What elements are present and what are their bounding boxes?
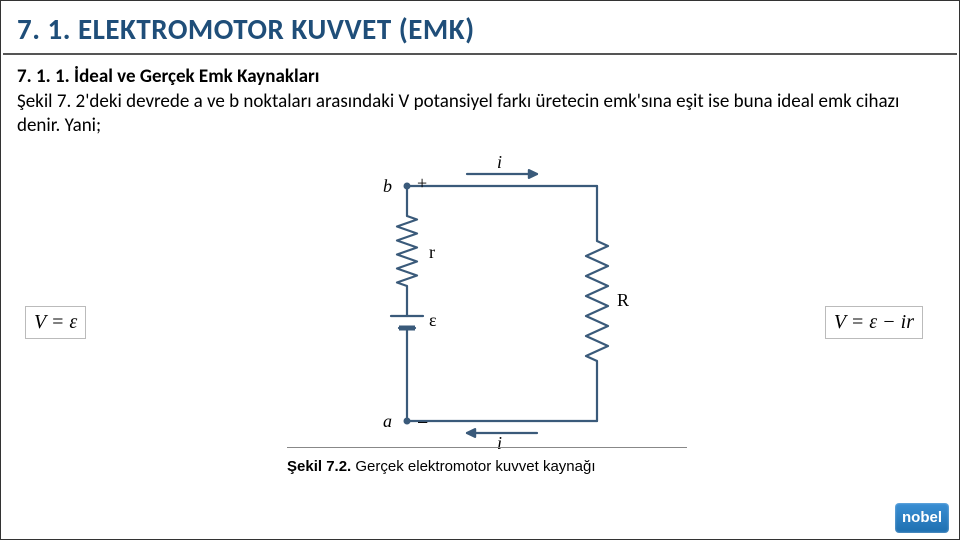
caption-rule: [287, 447, 687, 448]
caption-bold: Şekil 7.2.: [287, 458, 351, 475]
caption-text: Gerçek elektromotor kuvvet kaynağı: [351, 458, 595, 475]
figure-caption: Şekil 7.2. Gerçek elektromotor kuvvet ka…: [287, 458, 596, 475]
body-paragraph: Şekil 7. 2'deki devrede a ve b noktaları…: [17, 90, 943, 138]
page-title: 7. 1. ELEKTROMOTOR KUVVET (EMK): [17, 11, 943, 47]
svg-text:i: i: [497, 433, 502, 453]
equation-ideal: V = ε: [25, 306, 86, 339]
svg-text:−: −: [417, 412, 428, 434]
title-bar: 7. 1. ELEKTROMOTOR KUVVET (EMK): [3, 3, 957, 55]
svg-text:ε: ε: [429, 310, 437, 330]
svg-text:i: i: [497, 152, 502, 172]
publisher-logo: nobel: [895, 503, 949, 533]
svg-text:R: R: [617, 290, 629, 310]
svg-text:r: r: [429, 242, 435, 262]
svg-text:+: +: [417, 173, 427, 193]
figure-area: V = ε V = ε − ir b + a − r ε Ri i Şekil 7.2. Ge…: [17, 146, 943, 506]
svg-text:a: a: [383, 411, 392, 431]
content-area: 7. 1. 1. İdeal ve Gerçek Emk Kaynakları …: [1, 55, 959, 516]
equation-real: V = ε − ir: [825, 306, 923, 339]
section-subtitle: 7. 1. 1. İdeal ve Gerçek Emk Kaynakları: [17, 65, 943, 88]
svg-text:b: b: [383, 176, 392, 196]
circuit-diagram: b + a − r ε Ri i: [317, 146, 677, 456]
